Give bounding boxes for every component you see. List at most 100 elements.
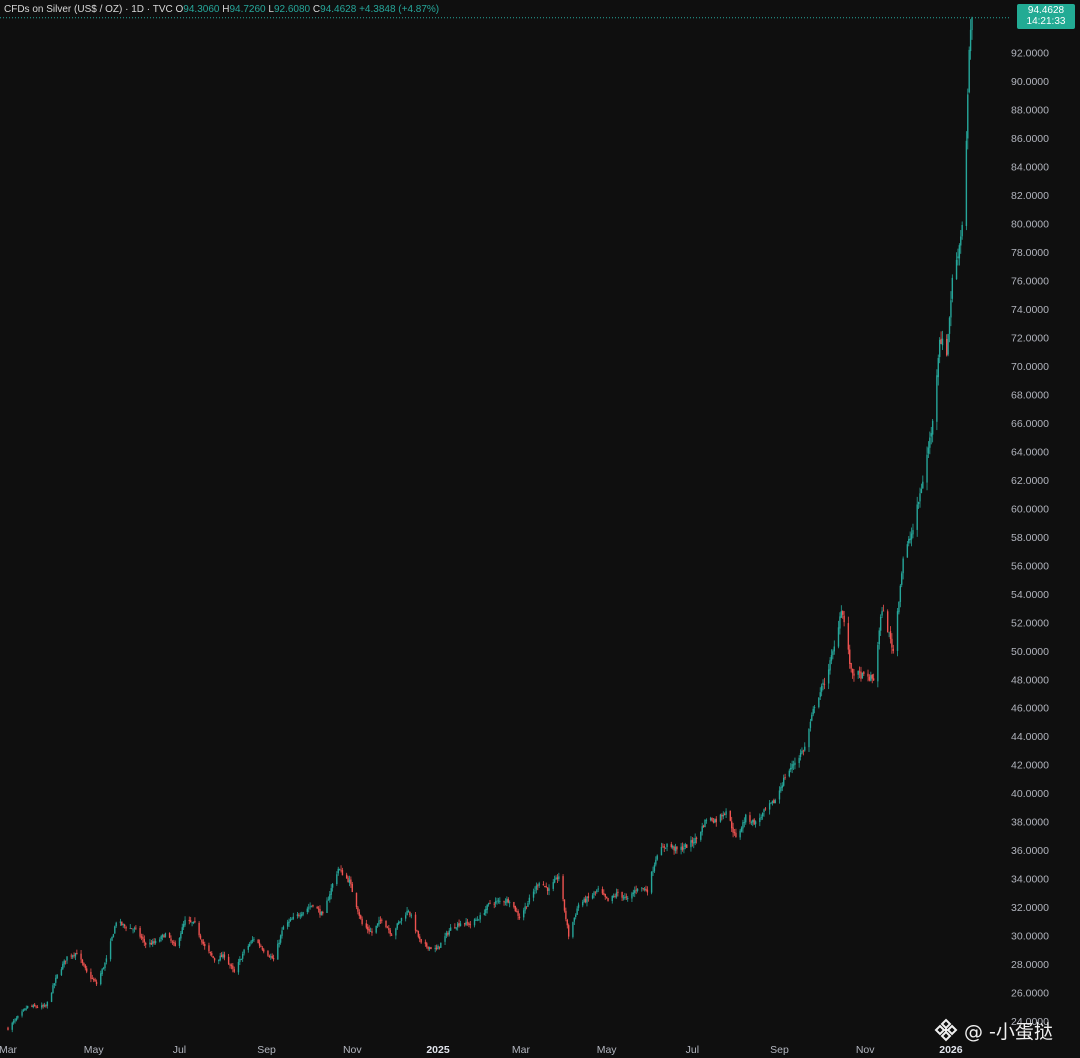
candle-body [686, 844, 688, 848]
time-tick-label: Nov [343, 1044, 362, 1056]
candle-body [632, 892, 635, 894]
candle-body [168, 932, 171, 938]
candle-body [395, 928, 397, 936]
candle-body [780, 787, 782, 791]
candle-body [251, 939, 254, 942]
candle-body [528, 897, 531, 903]
candle-body [709, 818, 712, 821]
candle-body [754, 821, 757, 825]
candle-body [70, 955, 72, 957]
candle-body [566, 919, 568, 926]
candle-body [257, 939, 259, 943]
watermark-text: @ -小蛋挞 [964, 1020, 1053, 1043]
candle-body [327, 899, 330, 901]
candle-body [705, 820, 708, 822]
candle-body [306, 908, 309, 912]
candle-body [170, 938, 172, 941]
candle-body [922, 481, 924, 489]
candle-body [336, 874, 338, 885]
candle-body [920, 488, 923, 493]
candle-body [417, 931, 420, 937]
candle-body [222, 954, 224, 958]
candle-body [361, 918, 363, 924]
candle-body [271, 955, 273, 959]
candle-body [212, 956, 214, 958]
price-tick-label: 40.0000 [1011, 788, 1049, 800]
candle-body [809, 721, 812, 728]
candle-body [812, 708, 814, 715]
candle-body [664, 847, 667, 849]
candle-body [143, 939, 146, 943]
candle-body [64, 960, 67, 962]
candle-body [199, 935, 202, 939]
candle-body [507, 898, 509, 903]
candle-body [430, 947, 432, 950]
candle-body [63, 960, 65, 965]
price-tick-label: 68.0000 [1011, 389, 1049, 401]
time-tick-label: May [597, 1044, 618, 1056]
candle-body [508, 902, 511, 904]
candle-body [268, 956, 271, 958]
candle-body [85, 968, 88, 972]
candle-body [927, 447, 930, 454]
candle-body [611, 895, 613, 902]
time-tick-label: Jul [686, 1044, 699, 1056]
candle-body [381, 919, 383, 921]
time-tick-label: Mar [512, 1044, 531, 1056]
candle-body [622, 897, 625, 899]
candle-body [345, 874, 348, 879]
candle-body [479, 915, 481, 920]
candle-body [468, 923, 470, 926]
candle-body [291, 919, 293, 920]
close-value: 94.4628 [320, 4, 357, 15]
candle-body [545, 886, 547, 888]
candle-body [961, 224, 963, 237]
candle-body [774, 800, 776, 804]
candle-body [899, 585, 902, 602]
candle-body [743, 822, 746, 823]
candle-body [906, 544, 909, 558]
price-tick-label: 74.0000 [1011, 304, 1049, 316]
time-tick-label: Sep [257, 1044, 276, 1056]
candle-body [281, 930, 283, 936]
candle-body [721, 815, 723, 817]
candle-body [270, 956, 272, 958]
candle-body [867, 673, 869, 677]
price-tick-label: 54.0000 [1011, 589, 1049, 601]
candle-body [842, 611, 844, 615]
candle-body [416, 930, 418, 932]
candle-body [174, 942, 176, 947]
candle-body [801, 750, 803, 754]
candle-body [338, 869, 341, 871]
candle-body [378, 920, 380, 925]
candle-body [191, 922, 193, 924]
candle-body [558, 876, 560, 880]
candle-body [389, 930, 391, 934]
low-value: 92.6080 [273, 4, 311, 15]
candle-body [21, 1011, 23, 1016]
candle-body [12, 1021, 15, 1023]
price-axis[interactable]: 92.0000 90.0000 88.0000 86.0000 84.0000 82.00… [1011, 48, 1049, 1028]
candle-body [365, 923, 368, 928]
candle-body [764, 808, 767, 810]
candle-body [279, 935, 282, 943]
candle-body [53, 983, 56, 986]
candle-body [937, 358, 939, 378]
candle-body [612, 895, 615, 897]
candle-body [357, 907, 359, 912]
candle-body [367, 926, 369, 930]
candle-body [729, 810, 731, 821]
candle-body [11, 1022, 13, 1030]
candle-body [552, 882, 554, 889]
candle-body [376, 923, 379, 926]
candle-body [316, 906, 318, 909]
candle-body [497, 900, 500, 902]
symbol-name[interactable]: CFDs on Silver (US$ / OZ) · 1D · TVC [4, 4, 173, 15]
candle-body [839, 616, 841, 629]
time-axis[interactable]: Mar May Jul Sep Nov 2025 Mar May Jul Sep Nov 2026 [0, 1044, 963, 1056]
candle-body [791, 763, 793, 769]
candle-body [139, 927, 141, 937]
candle-body [198, 922, 200, 936]
candle-body [202, 941, 205, 944]
